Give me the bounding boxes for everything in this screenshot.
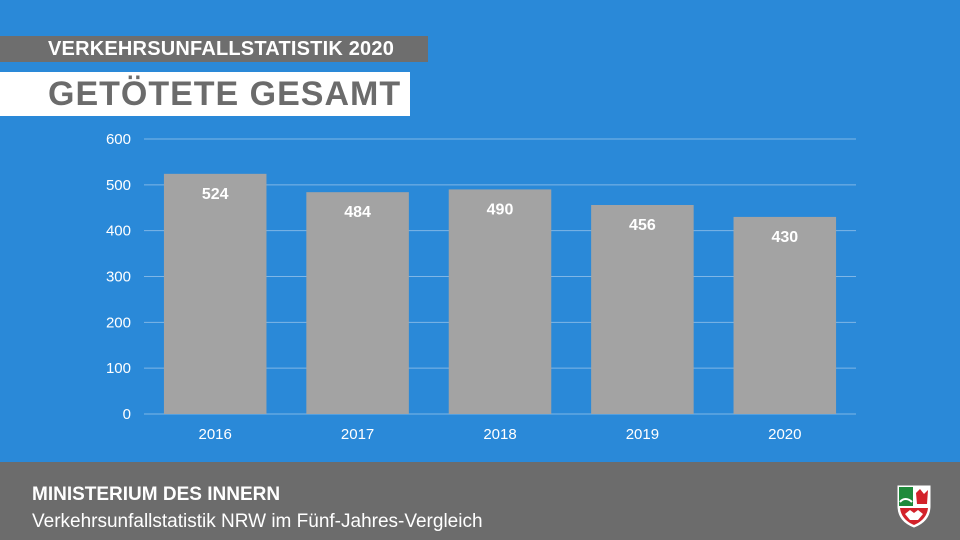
y-tick-label: 400: [106, 223, 131, 240]
y-tick-label: 100: [106, 360, 131, 377]
x-tick-label: 2017: [341, 426, 374, 443]
bar: [448, 189, 552, 414]
chart-headline: GETÖTETE GESAMT: [48, 75, 402, 113]
bar-value-label: 490: [487, 201, 514, 218]
x-tick-label: 2016: [199, 426, 232, 443]
footer-subtitle: Verkehrsunfallstatistik NRW im Fünf-Jahr…: [32, 511, 483, 532]
y-tick-label: 200: [106, 314, 131, 331]
bar: [591, 205, 694, 414]
bar-value-label: 430: [771, 229, 798, 246]
nrw-coat-of-arms-icon: [897, 485, 931, 528]
bar: [163, 173, 267, 414]
x-tick-label: 2020: [768, 426, 801, 443]
bars: [163, 173, 837, 414]
footer: MINISTERIUM DES INNERN Verkehrsunfallsta…: [0, 462, 960, 540]
bar-value-label: 524: [202, 186, 229, 203]
bar: [733, 216, 837, 414]
y-tick-label: 0: [123, 406, 131, 423]
y-tick-label: 600: [106, 131, 131, 148]
bar-chart: 0 100 200 300 400 500 600 524 484 490 456 430 2016…: [106, 131, 856, 443]
bar: [306, 192, 409, 414]
footer-organization: MINISTERIUM DES INNERN: [32, 484, 281, 505]
x-tick-label: 2018: [483, 426, 516, 443]
kicker-bar: VERKEHRSUNFALLSTATISTIK 2020: [0, 36, 428, 62]
y-axis-ticks: 0 100 200 300 400 500 600: [106, 131, 131, 423]
x-tick-label: 2019: [626, 426, 659, 443]
y-tick-label: 500: [106, 177, 131, 194]
headline-box: GETÖTETE GESAMT: [0, 72, 410, 116]
x-axis-ticks: 2016 2017 2018 2019 2020: [199, 426, 802, 443]
kicker-title: VERKEHRSUNFALLSTATISTIK 2020: [48, 38, 395, 60]
bar-value-label: 456: [629, 217, 656, 234]
y-tick-label: 300: [106, 269, 131, 286]
bar-value-labels: 524 484 490 456 430: [202, 186, 798, 246]
bar-value-label: 484: [344, 204, 371, 221]
